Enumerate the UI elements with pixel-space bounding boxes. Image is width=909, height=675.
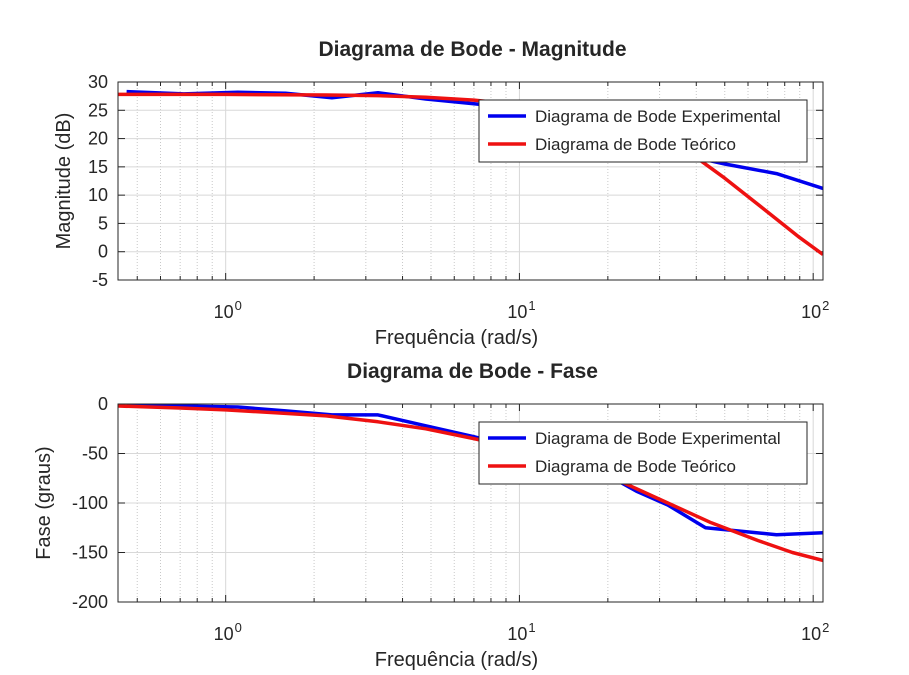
chart-title: Diagrama de Bode - Fase — [347, 360, 598, 383]
y-tick-label: 25 — [88, 100, 108, 120]
y-tick-label: 20 — [88, 129, 108, 149]
x-tick-label: 10 — [214, 302, 234, 322]
y-axis-label: Fase (graus) — [33, 446, 55, 559]
legend-box — [478, 99, 808, 163]
y-tick-label: 0 — [98, 394, 108, 414]
y-tick-label: -150 — [72, 543, 108, 563]
legend-entry-label: Diagrama de Bode Experimental — [535, 107, 781, 126]
y-tick-label: -200 — [72, 592, 108, 612]
x-tick-exponent: 1 — [528, 620, 535, 635]
x-tick-label: 10 — [214, 624, 234, 644]
y-tick-label: 15 — [88, 157, 108, 177]
chart-title: Diagrama de Bode - Magnitude — [318, 38, 626, 61]
y-tick-label: 10 — [88, 185, 108, 205]
legend-entry-label: Diagrama de Bode Teórico — [535, 457, 736, 476]
x-tick-exponent: 2 — [822, 620, 829, 635]
x-tick-label: 10 — [507, 302, 527, 322]
legend-entry-label: Diagrama de Bode Experimental — [535, 429, 781, 448]
x-tick-exponent: 0 — [235, 620, 242, 635]
axes-box — [117, 403, 824, 603]
legend-box — [478, 421, 808, 485]
x-tick-exponent: 1 — [528, 298, 535, 313]
legend-entry-label: Diagrama de Bode Teórico — [535, 135, 736, 154]
y-tick-label: 5 — [98, 213, 108, 233]
x-axis-label: Frequência (rad/s) — [375, 327, 538, 349]
axes-box — [117, 81, 824, 281]
legend: Diagrama de Bode Experimental Diagrama de… — [478, 421, 808, 485]
y-tick-label: 0 — [98, 242, 108, 262]
y-axis-label: Magnitude (dB) — [53, 113, 75, 250]
x-axis-label: Frequência (rad/s) — [375, 649, 538, 671]
x-tick-exponent: 0 — [235, 298, 242, 313]
y-tick-label: -50 — [82, 444, 108, 464]
y-tick-label: -100 — [72, 493, 108, 513]
y-tick-label: 30 — [88, 72, 108, 92]
x-tick-label: 10 — [801, 302, 821, 322]
x-tick-exponent: 2 — [822, 298, 829, 313]
y-tick-label: -5 — [92, 270, 108, 290]
x-tick-label: 10 — [507, 624, 527, 644]
x-tick-label: 10 — [801, 624, 821, 644]
legend: Diagrama de Bode Experimental Diagrama de… — [478, 99, 808, 163]
